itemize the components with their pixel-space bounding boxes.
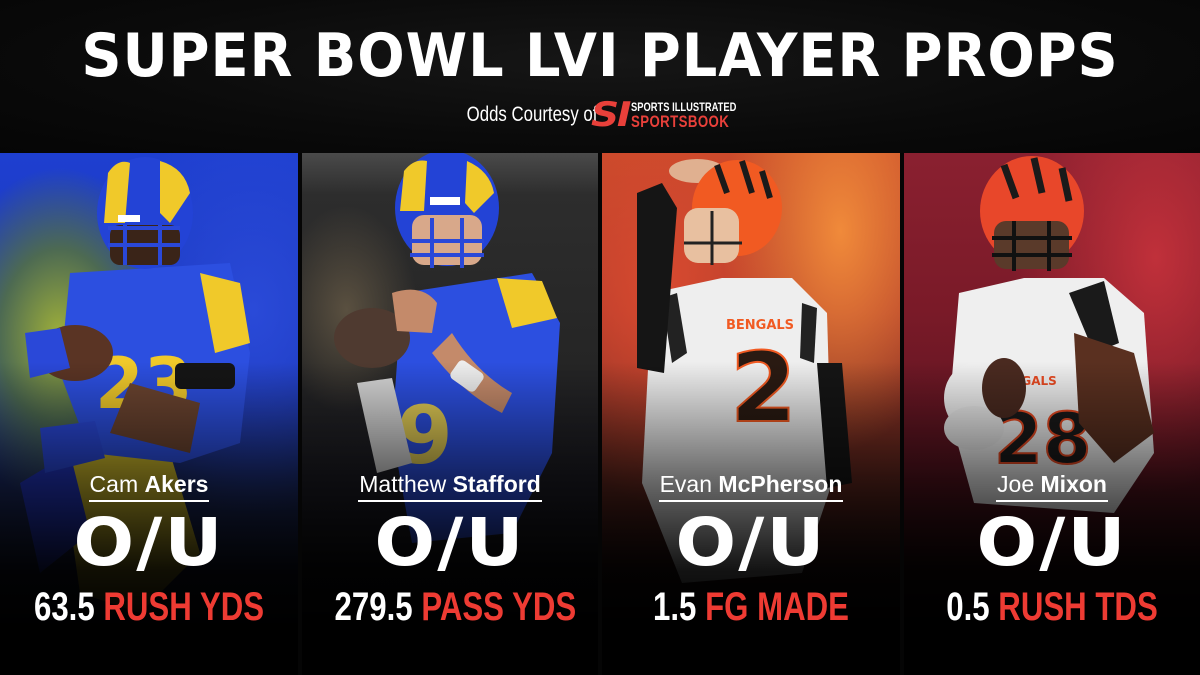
player-card-mixon: BENGALS 28 Joe Mixon O/U 0.5 RUSH TDS	[904, 153, 1200, 675]
player-name: Cam Akers	[88, 471, 210, 502]
last-name: Akers	[144, 471, 209, 497]
player-card-mcpherson: BENGALS 2 Evan McPherson O/U 1.5 FG MADE	[602, 153, 900, 675]
player-panels: 23 Cam Akers O/U 63.5	[0, 153, 1200, 675]
prop-value: 1.5	[653, 585, 697, 629]
prop-value: 0.5	[946, 585, 990, 629]
player-info: Joe Mixon O/U 0.5 RUSH TDS	[904, 471, 1200, 628]
over-under-label: O/U	[675, 504, 827, 581]
player-name: Evan McPherson	[658, 471, 844, 502]
prop-line: 0.5 RUSH TDS	[937, 586, 1168, 628]
prop-stat: FG MADE	[705, 585, 849, 629]
header: SUPER BOWL LVI PLAYER PROPS Odds Courtes…	[0, 0, 1200, 153]
prop-line: 279.5 PASS YDS	[334, 585, 577, 629]
player-info: Cam Akers O/U 63.5 RUSH YDS	[0, 471, 298, 628]
player-name: Matthew Stafford	[358, 471, 542, 502]
first-name: Matthew	[359, 471, 447, 497]
prop-stat: PASS YDS	[421, 585, 577, 629]
prop-value: 279.5	[334, 585, 413, 629]
odds-courtesy-text: Odds Courtesy of	[466, 103, 598, 126]
si-sportsbook-logo: SI SPORTS ILLUSTRATED SPORTSBOOK	[591, 98, 766, 132]
player-name: Joe Mixon	[996, 471, 1108, 502]
first-name: Cam	[89, 471, 139, 497]
player-card-stafford: 9 Matthew Stafford O/U 279.5	[302, 153, 598, 675]
first-name: Joe	[997, 471, 1035, 497]
si-logo-mark: SI	[591, 95, 631, 135]
prop-line: 1.5 FG MADE	[635, 586, 867, 628]
prop-stat: RUSH TDS	[998, 585, 1158, 629]
over-under-label: O/U	[976, 504, 1128, 581]
sponsor-credit: Odds Courtesy of SI SPORTS ILLUSTRATED S…	[0, 98, 1200, 132]
last-name: McPherson	[718, 471, 843, 497]
over-under-label: O/U	[73, 504, 225, 581]
si-logo-line2: SPORTSBOOK	[631, 111, 730, 131]
last-name: Mixon	[1040, 471, 1107, 497]
si-logo-line1: SPORTS ILLUSTRATED	[631, 99, 737, 114]
first-name: Evan	[659, 471, 713, 497]
over-under-label: O/U	[374, 504, 526, 581]
player-info: Matthew Stafford O/U 279.5 PASS YDS	[302, 471, 598, 628]
player-info: Evan McPherson O/U 1.5 FG MADE	[602, 471, 900, 628]
prop-stat: RUSH YDS	[103, 585, 265, 629]
page-title: SUPER BOWL LVI PLAYER PROPS	[81, 21, 1119, 91]
last-name: Stafford	[452, 471, 541, 497]
player-card-akers: 23 Cam Akers O/U 63.5	[0, 153, 298, 675]
prop-line: 63.5 RUSH YDS	[33, 586, 265, 628]
prop-value: 63.5	[33, 585, 95, 629]
